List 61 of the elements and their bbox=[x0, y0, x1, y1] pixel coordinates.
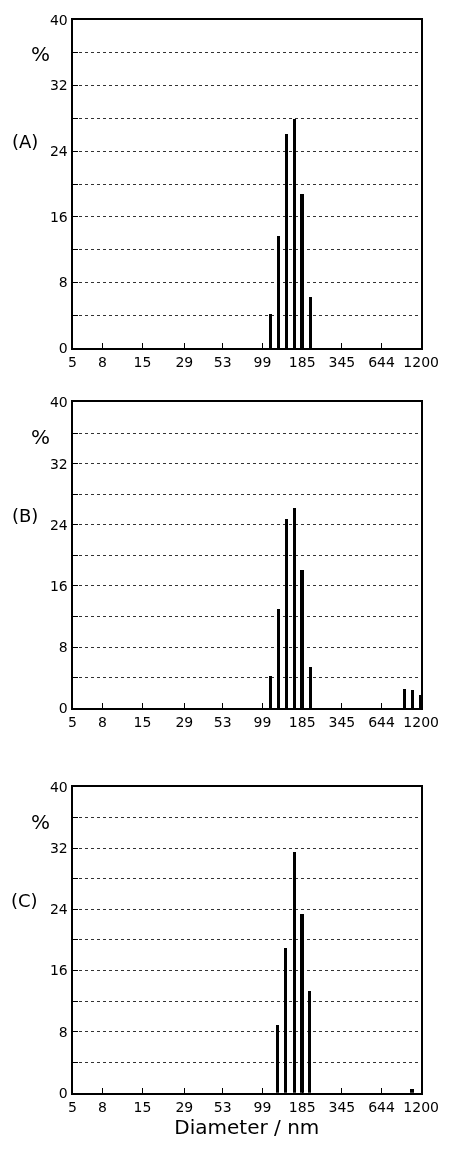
x-tick-label: 8 bbox=[98, 1098, 107, 1115]
y-tick-label: 0 bbox=[58, 340, 68, 357]
x-tick-label: 15 bbox=[133, 354, 152, 371]
x-tick-label: 99 bbox=[253, 354, 272, 371]
x-tick-label: 1200 bbox=[403, 713, 439, 730]
x-tick-label: 1200 bbox=[403, 1098, 439, 1115]
y-tick-label: 8 bbox=[58, 1023, 68, 1040]
x-tick-label: 644 bbox=[368, 713, 396, 730]
y-tick-label: 24 bbox=[49, 516, 68, 533]
x-tick-label: 15 bbox=[133, 1098, 152, 1115]
y-axis-title: % bbox=[31, 425, 51, 449]
y-tick-label: 16 bbox=[49, 962, 68, 979]
x-tick-label: 99 bbox=[253, 713, 272, 730]
bar bbox=[292, 118, 296, 348]
text: (C) bbox=[11, 890, 38, 911]
y-axis-title: % bbox=[31, 810, 51, 834]
x-tick-label: 345 bbox=[328, 713, 356, 730]
bar bbox=[299, 193, 304, 348]
y-tick-label: 32 bbox=[49, 840, 68, 857]
x-tick-label: 345 bbox=[328, 1098, 356, 1115]
x-tick-label: 15 bbox=[133, 713, 152, 730]
bar bbox=[308, 296, 312, 348]
text: (A) bbox=[12, 131, 39, 152]
y-tick-label: 0 bbox=[58, 1084, 68, 1101]
bar bbox=[276, 235, 280, 348]
x-tick-label: 99 bbox=[253, 1098, 272, 1115]
y-tick-label: 8 bbox=[58, 638, 68, 655]
y-tick-label: 24 bbox=[49, 143, 68, 160]
x-tick-label: 345 bbox=[328, 354, 356, 371]
x-tick-label: 53 bbox=[213, 1098, 232, 1115]
x-tick-label: 29 bbox=[175, 713, 194, 730]
bar bbox=[268, 313, 272, 348]
x-tick-label: 185 bbox=[288, 713, 316, 730]
x-axis-title: Diameter / nm bbox=[174, 1114, 320, 1139]
bar bbox=[284, 133, 288, 348]
x-tick-label: 644 bbox=[368, 1098, 396, 1115]
x-tick-label: 644 bbox=[368, 354, 396, 371]
x-tick-label: 5 bbox=[68, 354, 78, 371]
y-tick-label: 16 bbox=[49, 208, 68, 225]
y-tick-label: 24 bbox=[49, 901, 68, 918]
x-tick-label: 29 bbox=[175, 354, 194, 371]
x-tick-label: 8 bbox=[98, 713, 107, 730]
y-tick-label: 40 bbox=[49, 778, 68, 795]
x-tick-label: 53 bbox=[213, 713, 232, 730]
y-tick-label: 40 bbox=[49, 394, 68, 411]
y-tick-label: 0 bbox=[58, 700, 68, 717]
y-tick-label: 16 bbox=[49, 577, 68, 594]
x-tick-label: 53 bbox=[213, 354, 232, 371]
y-axis-title: % bbox=[31, 42, 51, 66]
x-tick-label: 5 bbox=[68, 1098, 78, 1115]
x-tick-label: 185 bbox=[288, 354, 316, 371]
y-tick-label: 32 bbox=[49, 455, 68, 472]
y-tick-label: 8 bbox=[58, 274, 68, 291]
x-tick-label: 1200 bbox=[403, 354, 439, 371]
x-tick-label: 29 bbox=[175, 1098, 194, 1115]
x-tick-label: 5 bbox=[68, 713, 78, 730]
x-tick-label: 8 bbox=[98, 354, 107, 371]
y-tick-label: 32 bbox=[49, 77, 68, 94]
x-tick-label: 185 bbox=[288, 1098, 316, 1115]
y-tick-label: 40 bbox=[49, 11, 68, 28]
text: (B) bbox=[12, 505, 39, 526]
